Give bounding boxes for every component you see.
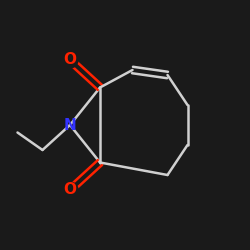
Circle shape xyxy=(62,52,78,68)
Text: O: O xyxy=(64,52,76,68)
Text: N: N xyxy=(64,118,76,132)
Circle shape xyxy=(62,182,78,198)
Text: O: O xyxy=(64,182,76,198)
